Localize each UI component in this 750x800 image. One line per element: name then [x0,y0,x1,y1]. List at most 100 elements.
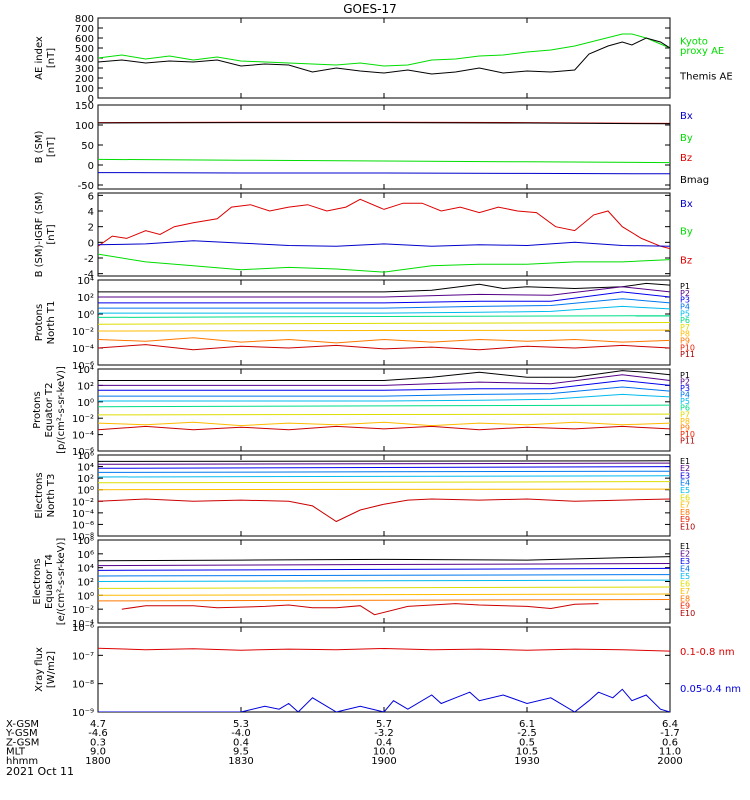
legend-entry: 0.05-0.4 nm [680,684,741,695]
legend-entry: P9 [680,337,690,346]
y-axis-label: Electrons [34,472,45,518]
y-tick-label: 10⁻² [72,414,94,425]
y-tick-label: 0 [88,161,94,172]
y-tick-label: 10⁻⁸ [72,532,94,543]
series-line [98,393,670,402]
series-line [98,470,670,473]
panel-frame [97,368,671,452]
orbit-value: -1.7 [660,728,680,739]
y-axis-label: [nT] [46,224,57,244]
orbit-value: -3.2 [374,728,394,739]
series-line [98,240,670,247]
series-line [98,315,670,318]
y-tick-label: 10⁴ [77,365,94,376]
orbit-value: 0.4 [376,737,392,748]
panel-dbsm: -4 -2 0 2 4 6 B (SM)-IGRF (SM) [nT] Bx By Bz [34,191,693,280]
series-line [98,291,670,304]
orbit-value: -2.5 [517,728,537,739]
legend-entry: Kyoto [680,36,708,47]
orbit-row-label: MLT [6,747,26,758]
panel-et4: 10⁸ 10⁶ 10⁴ 10² 10⁰ 10⁻² 10⁻⁴ Electrons Equator … [32,536,695,630]
y-tick-label: 10⁻⁸ [72,680,94,691]
orbit-value: 1930 [514,756,539,767]
orbit-table: X-GSM 4.7 5.3 5.7 6.1 6.4 Y-GSM -4.6 -4.0 -3.2 -2.… [5,719,683,767]
legend-entry: E7 [680,501,690,510]
y-tick-label: 0 [88,238,94,249]
orbit-row-label: Z-GSM [6,737,39,748]
y-tick-label: 100 [75,84,94,95]
legend-entry: E10 [680,522,695,531]
y-tick-label: -50 [78,181,94,192]
y-tick-label: 10⁰ [77,486,94,497]
orbit-value: 6.4 [662,719,678,730]
series-line [98,599,670,602]
series-line [98,298,670,309]
series-line [98,404,670,408]
orbit-value: 1830 [228,756,253,767]
y-tick-label: -2 [84,254,94,265]
panel-frame [97,104,671,190]
y-tick-label: 10⁻⁶ [72,623,94,634]
orbit-value: 0.6 [662,737,678,748]
orbit-value: 1800 [85,756,110,767]
y-tick-label: 10² [77,381,94,392]
orbit-value: 5.3 [233,719,249,730]
legend-entry: P8 [680,330,690,339]
y-axis-label: Protons [34,304,45,341]
series-line [98,37,670,75]
y-tick-label: -4 [84,270,94,281]
legend-entry: Bx [680,111,693,122]
orbit-value: 2000 [657,756,682,767]
y-axis-label: Electrons [32,558,43,604]
legend-entry: P5 [680,397,690,406]
legend-entry: P9 [680,423,690,432]
y-tick-label: 10⁻⁴ [72,431,94,442]
series-line [98,647,670,652]
y-axis-label: [nT] [46,48,57,68]
y-tick-label: 6 [88,191,94,202]
legend-entry: P11 [680,437,695,446]
series-line [98,379,670,391]
legend-entry: P8 [680,417,690,426]
y-tick-label: 10⁻⁴ [72,619,94,630]
series-line [98,337,670,344]
series-line [98,370,670,381]
legend-entry: E10 [680,609,695,618]
y-tick-label: 10⁰ [77,591,94,602]
series-line [98,374,670,386]
y-tick-label: 400 [75,54,94,65]
orbit-value: 9.5 [233,747,249,758]
series-line [98,305,670,314]
panel-pt1: 10⁴ 10² 10⁰ 10⁻² 10⁻⁴ 10⁻⁶ Protons North T1 P1P2… [34,276,695,372]
legend-entry: E3 [680,471,690,480]
y-tick-label: 10² [77,474,94,485]
series-line [98,462,670,465]
y-tick-label: 2 [88,223,94,234]
legend-entry: P5 [680,309,690,318]
orbit-row-label: X-GSM [6,719,39,730]
y-tick-label: 10⁴ [77,463,94,474]
orbit-value: 9.0 [90,747,106,758]
y-tick-label: 800 [75,14,94,25]
legend-entry: E8 [680,508,690,517]
y-tick-label: 600 [75,34,94,45]
legend-entry: By [680,226,693,237]
series-line [98,556,670,562]
series-line [98,475,670,478]
legend-entry: P4 [680,303,690,312]
legend-entry: E9 [680,515,690,524]
orbit-value: 11.0 [659,747,681,758]
legend-entry: P2 [680,377,690,386]
legend-entry: P7 [680,410,690,419]
legend-entry: P7 [680,323,690,332]
series-line [98,579,670,582]
y-axis-label: North T1 [46,301,57,345]
series-line [98,253,670,273]
legend-entry: By [680,133,693,144]
y-tick-label: 0 [88,94,94,105]
series-line [98,322,670,325]
